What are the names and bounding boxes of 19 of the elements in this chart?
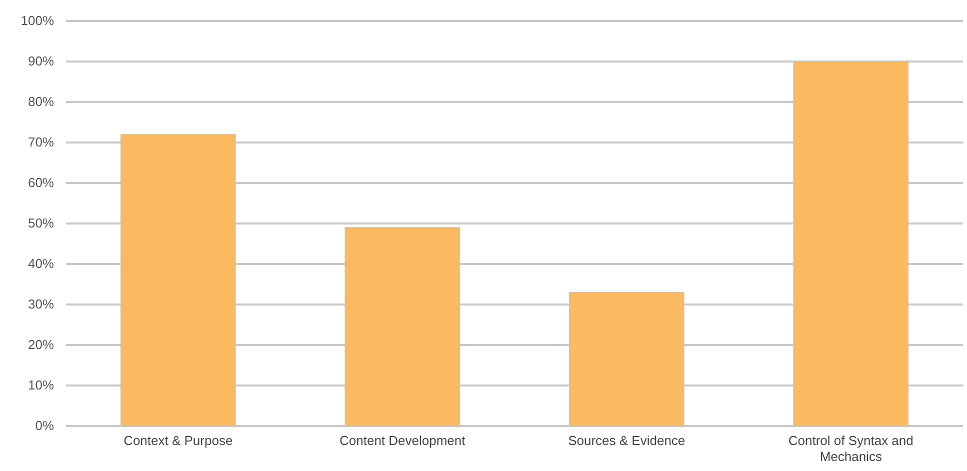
y-tick-label: 30%	[28, 296, 54, 312]
y-tick-label: 60%	[28, 175, 54, 190]
y-tick-label: 80%	[28, 94, 54, 110]
y-tick-label: 20%	[28, 337, 54, 352]
y-tick-label: 70%	[28, 134, 54, 150]
x-tick-label: Content Development	[340, 433, 466, 448]
bar	[120, 134, 236, 426]
x-tick-label: Control of Syntax and Mechanics	[788, 433, 914, 464]
y-tick-label: 50%	[28, 216, 54, 231]
y-tick-label: 100%	[20, 13, 54, 28]
bar	[344, 227, 460, 426]
bar	[568, 292, 684, 426]
x-tick-label: Sources & Evidence	[568, 433, 686, 448]
y-tick-label: 40%	[28, 256, 54, 272]
y-tick-label: 90%	[28, 54, 54, 69]
y-tick-label: 0%	[35, 418, 54, 434]
y-tick-label: 10%	[28, 378, 54, 393]
x-tick-label: Context & Purpose	[124, 433, 233, 448]
bar	[793, 61, 909, 426]
